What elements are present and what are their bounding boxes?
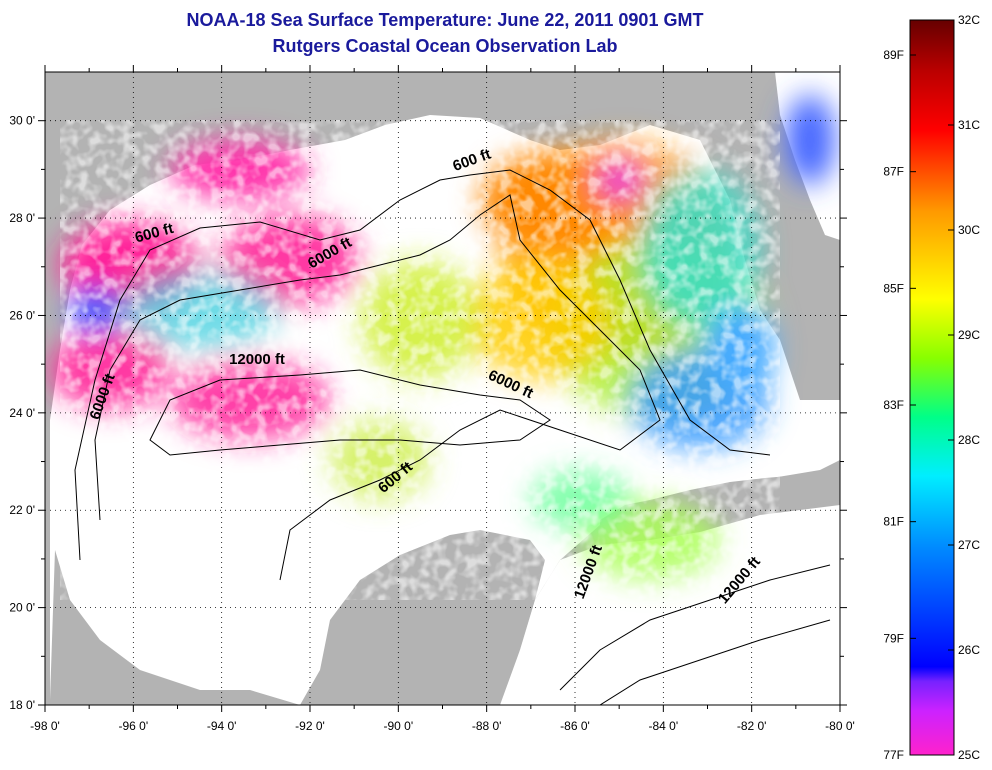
map-title: NOAA-18 Sea Surface Temperature: June 22… — [186, 10, 704, 30]
map-subtitle: Rutgers Coastal Ocean Observation Lab — [272, 36, 618, 56]
colorbar-label-celsius: 28C — [958, 433, 980, 447]
colorbar — [909, 19, 955, 756]
colorbar-label-fahrenheit: 81F — [883, 515, 904, 529]
colorbar-label-fahrenheit: 79F — [883, 631, 904, 645]
lat-tick-label: 30 0' — [9, 114, 35, 128]
colorbar-label-celsius: 25C — [958, 748, 980, 762]
lon-tick-label: -92 0' — [295, 719, 325, 733]
contour-label: 12000 ft — [229, 351, 285, 368]
lon-tick-label: -98 0' — [30, 719, 60, 733]
lon-tick-label: -96 0' — [119, 719, 149, 733]
contour-6000ft — [94, 194, 661, 581]
axis-ticks: -98 0' -96 0' -94 0' -92 0' -90 0' -88 0' -86 … — [9, 65, 855, 733]
colorbar-label-celsius: 31C — [958, 118, 980, 132]
colorbar-label-celsius: 30C — [958, 223, 980, 237]
contour-caribbean-2 — [599, 619, 831, 705]
colorbar-label-celsius: 27C — [958, 538, 980, 552]
colorbar-label-celsius: 32C — [958, 13, 980, 27]
lat-tick-label: 20 0' — [9, 601, 35, 615]
colorbar-label-fahrenheit: 85F — [883, 281, 904, 295]
lon-tick-label: -90 0' — [384, 719, 414, 733]
contour-600ft — [74, 169, 771, 561]
lon-tick-label: -82 0' — [737, 719, 767, 733]
lon-tick-label: -80 0' — [825, 719, 855, 733]
lon-tick-label: -86 0' — [560, 719, 590, 733]
bathymetry-contours — [74, 169, 831, 705]
lat-tick-label: 24 0' — [9, 406, 35, 420]
lat-lon-grid — [45, 72, 840, 705]
colorbar-labels: 32C 31C 30C 29C 28C 27C 26C 25C 89F 87F 85F 83F 81F 7… — [883, 13, 980, 762]
colorbar-label-celsius: 26C — [958, 643, 980, 657]
colorbar-label-celsius: 29C — [958, 328, 980, 342]
lat-tick-label: 18 0' — [9, 698, 35, 712]
colorbar-label-fahrenheit: 77F — [883, 748, 904, 762]
lon-tick-label: -94 0' — [207, 719, 237, 733]
lon-tick-label: -84 0' — [649, 719, 679, 733]
colorbar-label-fahrenheit: 83F — [883, 398, 904, 412]
lon-tick-label: -88 0' — [472, 719, 502, 733]
contour-caribbean — [559, 564, 831, 691]
lat-tick-label: 26 0' — [9, 308, 35, 322]
contour-12000ft — [149, 369, 551, 456]
lat-tick-label: 28 0' — [9, 211, 35, 225]
colorbar-label-fahrenheit: 87F — [883, 165, 904, 179]
colorbar-label-fahrenheit: 89F — [883, 48, 904, 62]
lat-tick-label: 22 0' — [9, 503, 35, 517]
